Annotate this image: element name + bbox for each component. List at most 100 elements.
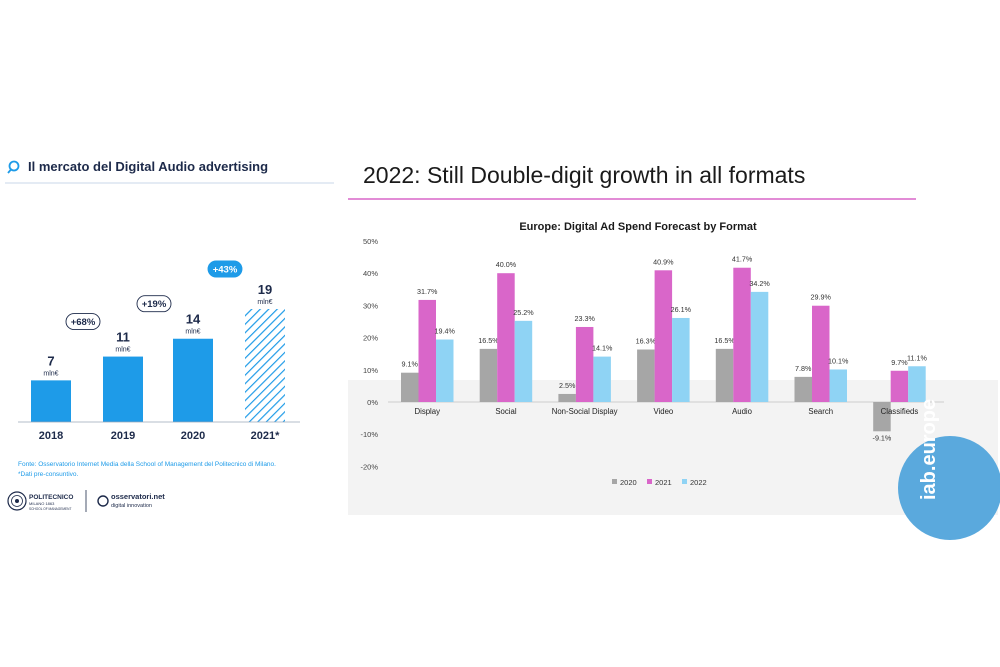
format-data-label: -9.1% xyxy=(873,433,892,442)
format-bar xyxy=(873,402,891,432)
y-tick-label: 30% xyxy=(363,301,378,310)
annual-unit-label: mln€ xyxy=(43,370,58,377)
format-bar xyxy=(575,326,594,402)
format-category-label: Search xyxy=(808,407,833,416)
annual-category-label: 2020 xyxy=(181,430,205,442)
format-bar xyxy=(908,366,926,402)
format-bar xyxy=(794,376,812,402)
format-category-label: Audio xyxy=(732,407,753,416)
polimi-logo-line3: SCHOOL OF MANAGEMENT xyxy=(29,507,71,511)
osservatori-logo: osservatori.net digital innovation xyxy=(97,492,165,509)
format-data-label: 16.3% xyxy=(636,337,657,346)
growth-badge xyxy=(65,313,101,331)
y-tick-label: -20% xyxy=(360,462,378,471)
annual-value-label: 7 xyxy=(47,353,54,368)
polimi-logo-line1: POLITECNICO xyxy=(29,494,73,501)
y-tick-label: 40% xyxy=(363,269,378,278)
format-data-label: 31.7% xyxy=(417,287,438,296)
format-data-label: 16.5% xyxy=(714,336,735,345)
format-bar xyxy=(418,299,436,402)
format-data-label: 29.9% xyxy=(811,293,832,302)
legend-label: 2021 xyxy=(655,478,672,487)
chart-title: Europe: Digital Ad Spend Forecast by For… xyxy=(519,221,757,233)
annual-value-label: 14 xyxy=(186,312,201,327)
osservatori-logo-line1: osservatori.net xyxy=(111,492,165,501)
format-bar xyxy=(829,369,847,402)
format-data-label: 40.0% xyxy=(496,260,517,269)
legend-swatch xyxy=(682,479,687,484)
annual-value-label: 19 xyxy=(258,282,272,297)
y-tick-label: 50% xyxy=(363,237,378,246)
format-data-label: 11.1% xyxy=(907,353,927,362)
growth-badge-label: +43% xyxy=(213,265,238,276)
format-bar xyxy=(479,348,498,402)
source-footnote: Fonte: Osservatorio Internet Media della… xyxy=(18,461,276,468)
format-category-label: Non-Social Display xyxy=(552,407,618,416)
format-category-label: Classifieds xyxy=(881,407,919,416)
format-data-label: 40.9% xyxy=(653,257,674,266)
format-bar xyxy=(715,348,734,402)
preliminary-footnote: *Dati pre-consuntivo. xyxy=(18,471,79,478)
format-bar xyxy=(436,339,454,402)
format-bar xyxy=(812,305,830,402)
format-data-label: 23.3% xyxy=(574,314,595,323)
annual-bar xyxy=(245,309,285,422)
magnifier-icon xyxy=(7,160,20,174)
format-data-label: 7.8% xyxy=(795,364,812,373)
legend-swatch xyxy=(612,479,617,484)
legend-swatch xyxy=(647,479,652,484)
format-data-label: 26.1% xyxy=(671,305,692,314)
annual-unit-label: mln€ xyxy=(115,347,130,354)
y-tick-label: 0% xyxy=(367,398,378,407)
format-data-label: 2.5% xyxy=(559,381,576,390)
format-bar xyxy=(733,267,751,402)
y-tick-label: 20% xyxy=(363,334,378,343)
format-data-label: 9.7% xyxy=(891,358,908,367)
format-data-label: 25.2% xyxy=(513,308,534,317)
legend-label: 2020 xyxy=(620,478,637,487)
format-category-label: Video xyxy=(653,407,673,416)
annual-bar xyxy=(31,380,71,422)
format-category-label: Display xyxy=(414,407,440,416)
format-data-label: 19.4% xyxy=(435,327,456,336)
annual-category-label: 2018 xyxy=(39,430,63,442)
format-category-label: Social xyxy=(495,407,517,416)
format-data-label: 10.1% xyxy=(828,356,849,365)
format-bar xyxy=(593,356,611,402)
osservatori-logo-line2: digital innovation xyxy=(111,503,152,509)
format-bar xyxy=(750,291,769,402)
right-panel-heading: 2022: Still Double-digit growth in all f… xyxy=(363,162,805,188)
format-bar xyxy=(672,317,690,402)
format-data-label: 34.2% xyxy=(749,279,770,288)
y-tick-label: -10% xyxy=(360,430,378,439)
format-bar xyxy=(558,393,576,402)
format-bar xyxy=(514,320,533,402)
iab-watermark: iab.europe xyxy=(918,399,940,500)
format-bar xyxy=(890,370,909,402)
y-tick-label: 10% xyxy=(363,366,378,375)
left-panel: Il mercato del Digital Audio advertising… xyxy=(5,159,334,512)
growth-badge xyxy=(207,260,243,278)
annual-bar xyxy=(173,338,213,422)
annual-unit-label: mln€ xyxy=(185,329,200,336)
annual-category-label: 2021* xyxy=(251,430,280,442)
left-panel-title: Il mercato del Digital Audio advertising xyxy=(28,159,268,174)
growth-badge-label: +19% xyxy=(142,299,167,310)
legend-label: 2022 xyxy=(690,478,707,487)
polimi-logo-line2: MILANO 1863 xyxy=(29,501,55,506)
format-data-label: 41.7% xyxy=(732,255,753,264)
format-data-label: 9.1% xyxy=(402,360,419,369)
iab-europe-logo: iab.europe xyxy=(898,399,1000,540)
chart-legend: 2020 2021 2022 xyxy=(612,478,707,487)
annual-unit-label: mln€ xyxy=(257,299,272,306)
format-data-label: 14.1% xyxy=(592,344,613,353)
annual-category-label: 2019 xyxy=(111,430,135,442)
format-bar xyxy=(637,349,655,402)
growth-badge xyxy=(136,295,172,313)
annual-audio-chart: 7 mln€ 2018 11 mln€ 2019 14 mln€ 2020 19 mln€ 2021*… xyxy=(18,260,300,442)
format-data-label: 16.5% xyxy=(478,336,499,345)
polimi-logo: POLITECNICO MILANO 1863 SCHOOL OF MANAGE… xyxy=(7,491,73,511)
growth-badge-label: +68% xyxy=(71,317,96,328)
format-forecast-chart: 50% 40% 30% 20% 10% 0% -10% -20% 9.1% 31.7% 19.4% D… xyxy=(360,237,944,471)
